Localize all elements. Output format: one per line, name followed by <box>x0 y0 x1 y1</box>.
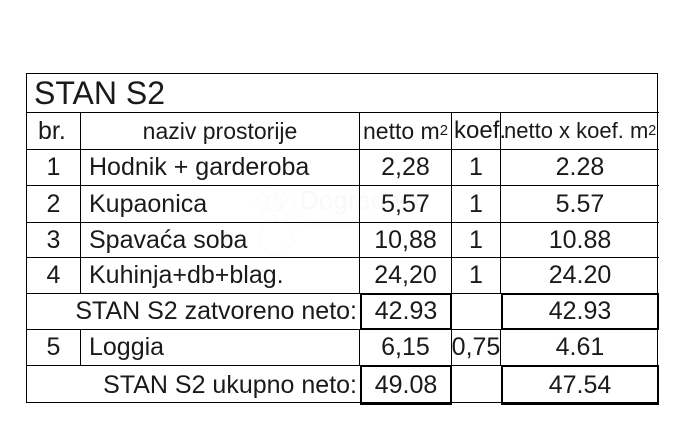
svg-text:Dogradnja: Dogradnja <box>300 185 421 215</box>
